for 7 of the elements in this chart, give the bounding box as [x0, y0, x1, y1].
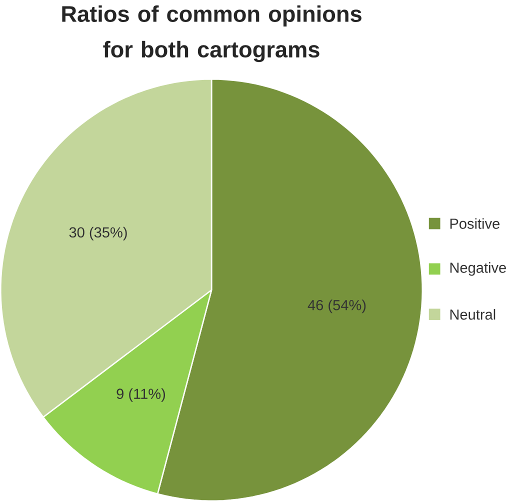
legend-label: Neutral — [450, 309, 496, 320]
legend-label: Positive — [450, 218, 500, 230]
data-label: 46 (54%) — [308, 300, 366, 314]
chart-title: Ratios of common opinions for both cartograms — [62, 6, 362, 62]
data-label: 9 (11%) — [116, 388, 166, 402]
data-label: 30 (35%) — [69, 227, 127, 241]
legend-label: Negative — [450, 262, 506, 276]
